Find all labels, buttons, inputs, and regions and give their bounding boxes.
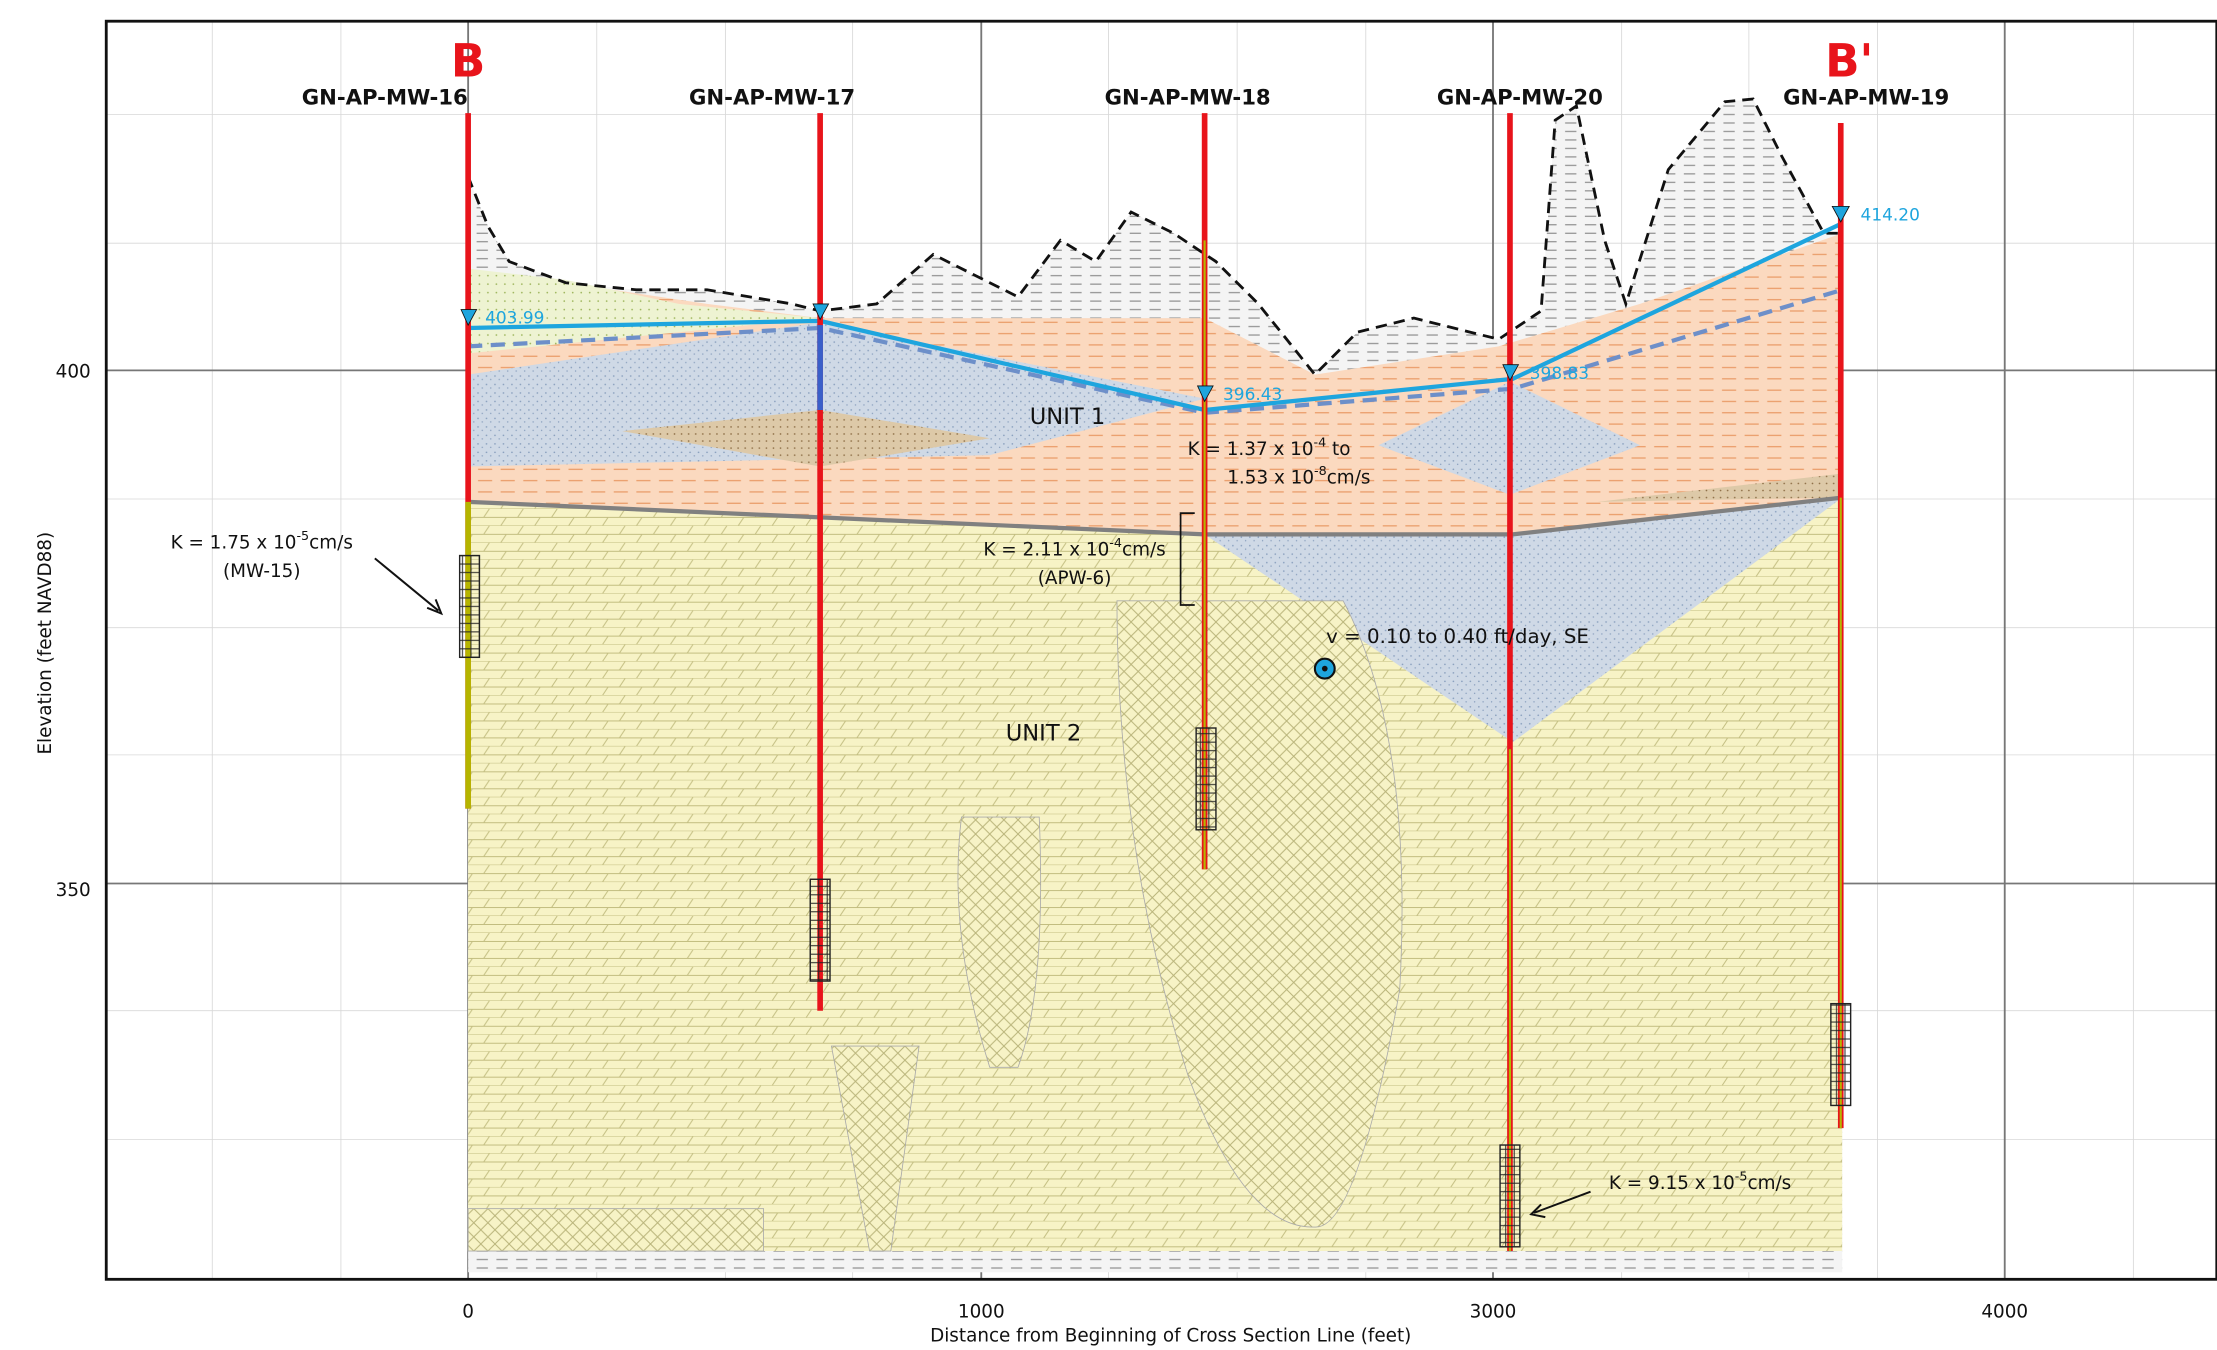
page: Cross Section B-B' {"section":{"start_la…: [0, 0, 2217, 1350]
x-tick-label: 1000: [958, 1301, 1005, 1322]
well-label: GN-AP-MW-16: [302, 85, 468, 110]
x-axis-label: Distance from Beginning of Cross Section…: [930, 1326, 1411, 1347]
cross-section: B B' Distance from Beginning of Cross Se…: [0, 0, 2217, 1350]
water-level-label: 403.99: [485, 308, 544, 328]
superscript: -5: [1735, 1168, 1748, 1183]
annotation: K = 1.75 x 10-5cm/s: [171, 528, 353, 553]
annotation: (APW-6): [1038, 568, 1112, 589]
annotation-text: cm/s: [1747, 1173, 1791, 1194]
superscript: -4: [1314, 435, 1327, 450]
annotation: (MW-15): [223, 561, 301, 582]
x-tick-label: 3000: [1470, 1301, 1517, 1322]
superscript: -4: [1109, 535, 1122, 550]
annotation-text: K = 1.37 x 10: [1188, 439, 1314, 460]
annotation: K = 2.11 x 10-4cm/s: [983, 535, 1165, 560]
annotation-text: cm/s: [1327, 467, 1371, 488]
annotation-text: K = 2.11 x 10: [983, 540, 1109, 561]
x-tick-label: 4000: [1981, 1301, 2028, 1322]
annotation-text: cm/s: [309, 532, 353, 553]
annotation-text: 1.53 x 10: [1227, 467, 1314, 488]
annotation-text: (APW-6): [1038, 568, 1112, 589]
annotation: 1.53 x 10-8cm/s: [1227, 463, 1370, 488]
unit-label: UNIT 2: [1006, 721, 1082, 747]
velocity-label: v = 0.10 to 0.40 ft/day, SE: [1326, 625, 1589, 648]
x-tick-label: 0: [462, 1301, 474, 1322]
well-label: GN-AP-MW-20: [1437, 85, 1603, 110]
water-level-label: 398.83: [1530, 363, 1589, 383]
superscript: -5: [296, 528, 309, 543]
well-label: GN-AP-MW-18: [1105, 85, 1271, 110]
annotation-text: cm/s: [1122, 540, 1166, 561]
y-tick-label: 350: [56, 880, 91, 901]
water-level-label: 414.20: [1861, 205, 1920, 225]
water-level-label: 396.43: [1223, 384, 1282, 404]
annotation-text: K = 9.15 x 10: [1609, 1173, 1735, 1194]
annotation-text: to: [1326, 439, 1350, 460]
annotation-text: (MW-15): [223, 561, 301, 582]
well-label: GN-AP-MW-17: [689, 85, 855, 110]
annotation: K = 9.15 x 10-5cm/s: [1609, 1168, 1791, 1193]
annotation-text: K = 1.75 x 10: [171, 532, 297, 553]
strata: [468, 99, 1842, 1272]
y-tick-label: 400: [56, 361, 91, 382]
section-end: B': [1825, 34, 1873, 87]
superscript: -8: [1314, 463, 1327, 478]
section-start: B: [451, 34, 485, 87]
well-label: GN-AP-MW-19: [1783, 85, 1949, 110]
annotation: K = 1.37 x 10-4 to: [1188, 435, 1351, 460]
unit-label: UNIT 1: [1030, 404, 1106, 430]
body: B B' Distance from Beginning of Cross Se…: [0, 0, 2217, 1350]
y-axis-label: Elevation (feet NAVD88): [35, 532, 56, 755]
